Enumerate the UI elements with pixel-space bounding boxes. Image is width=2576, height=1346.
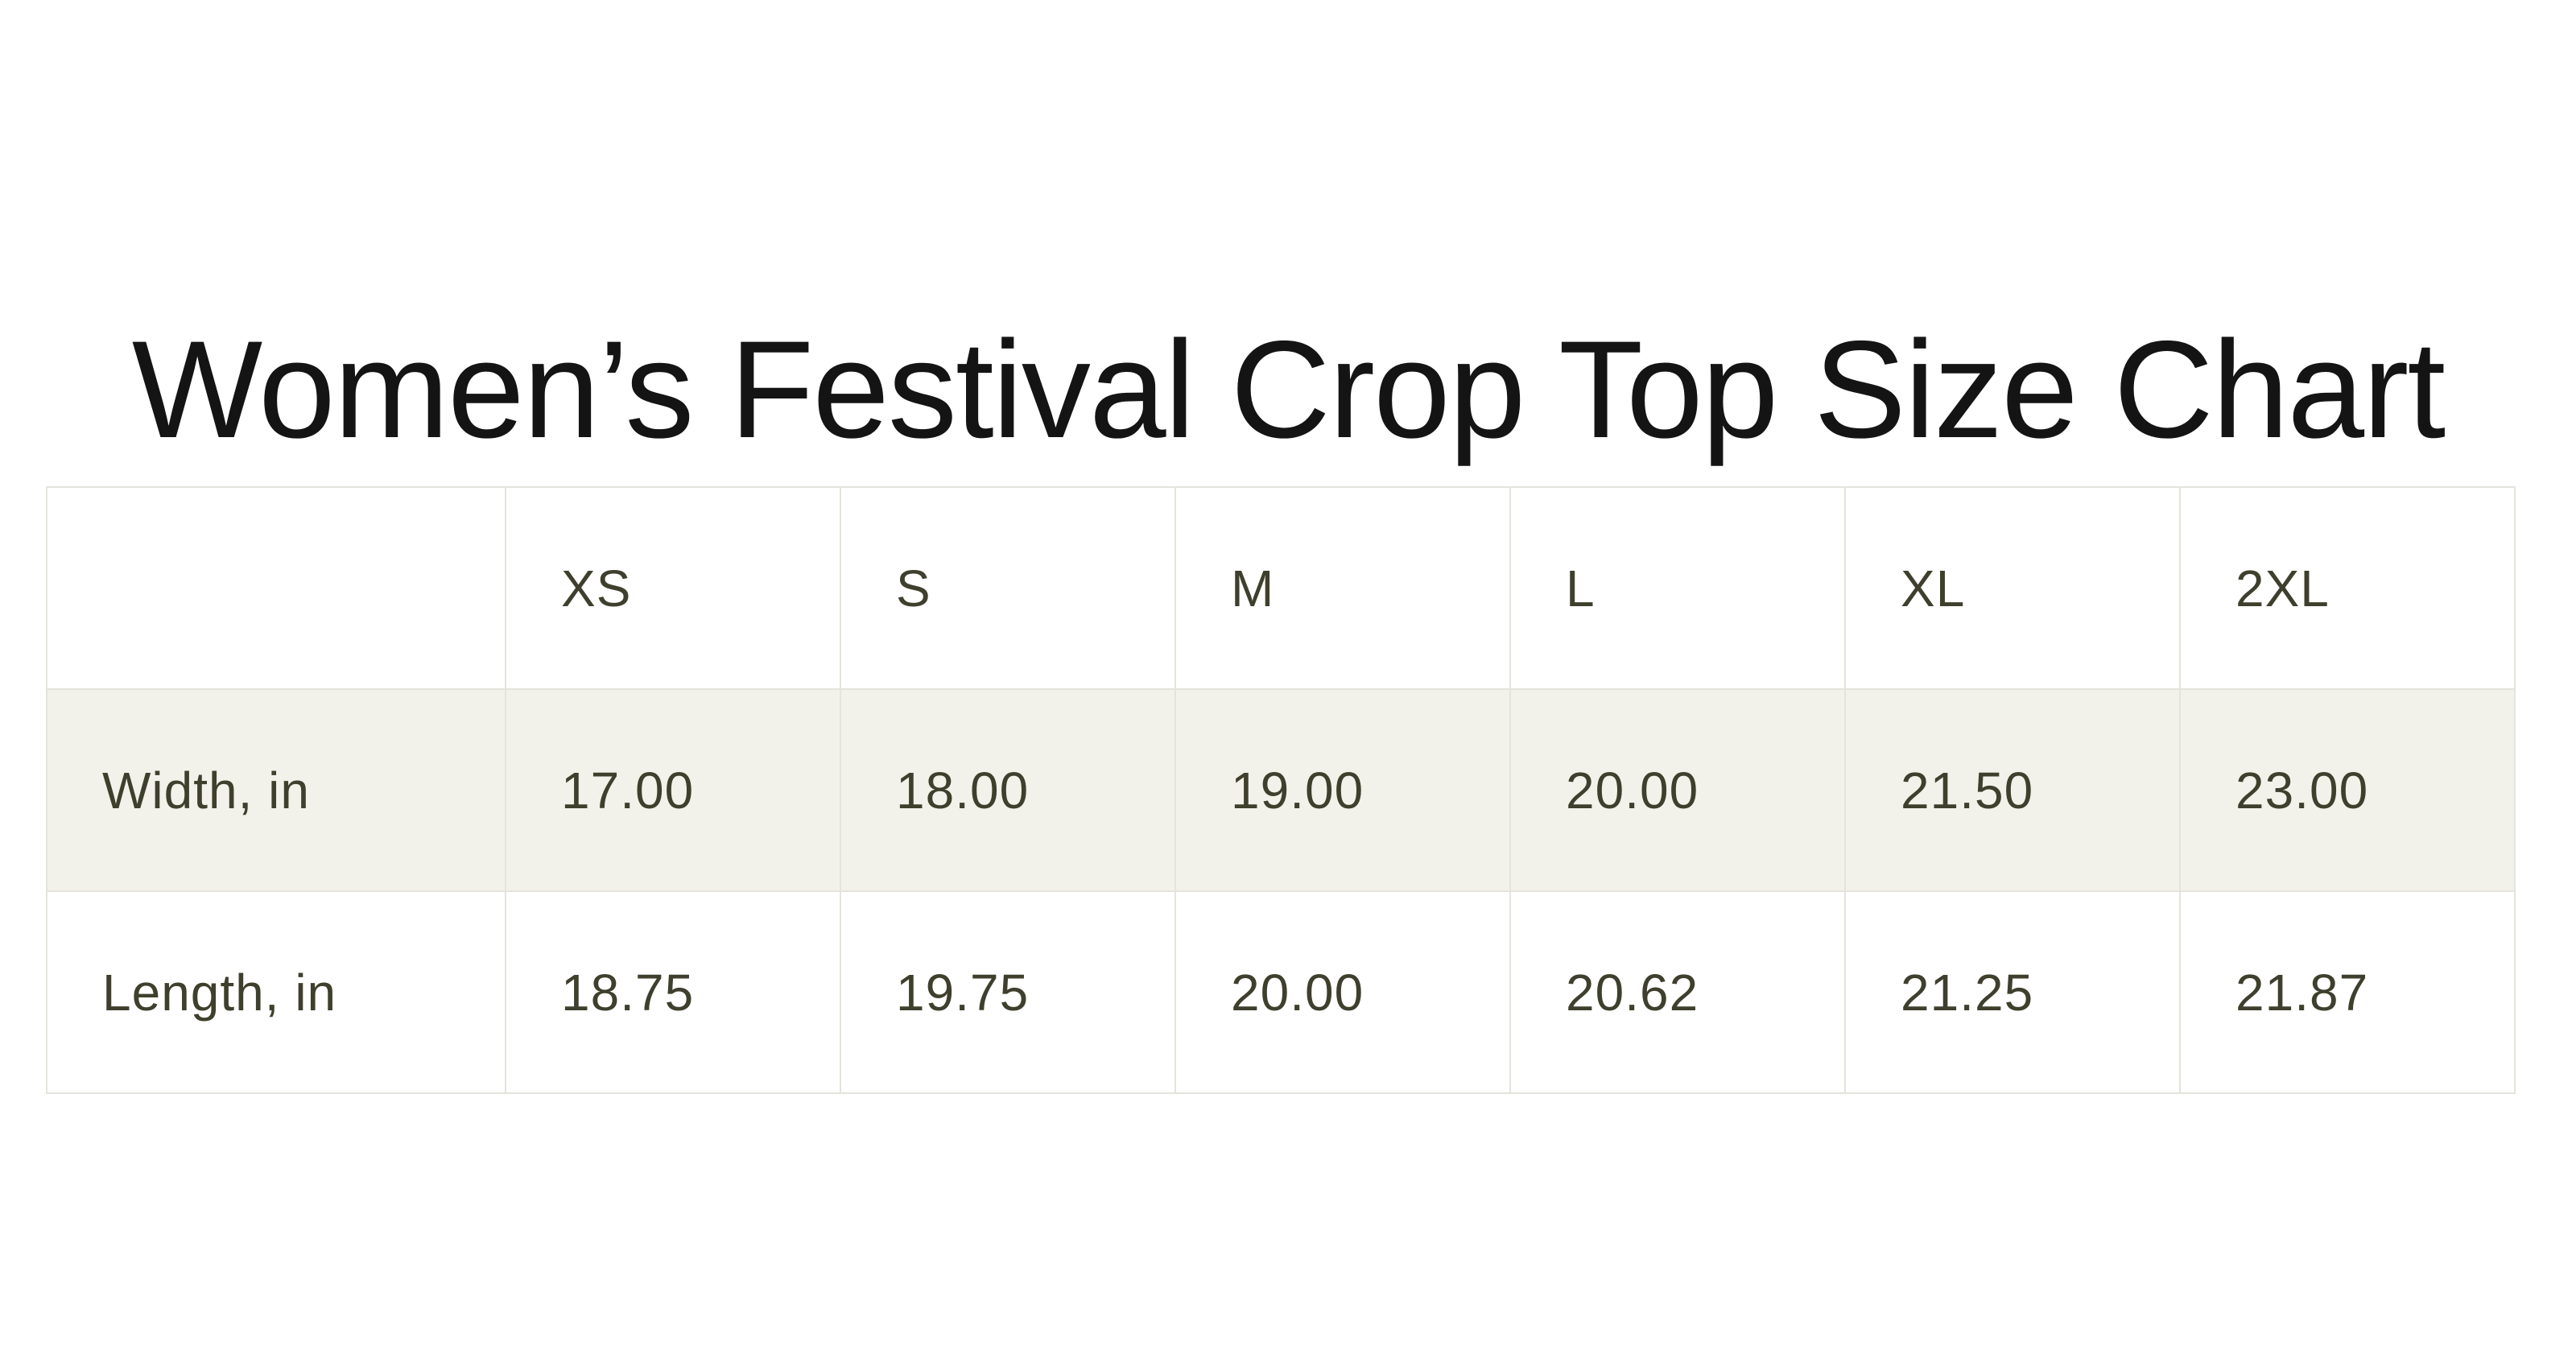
length-cell-m: 20.00 (1174, 890, 1511, 1094)
size-chart-table: XS S M L XL 2XL Width, in 17.00 18.00 19… (46, 486, 2516, 1094)
header-cell-l: L (1509, 486, 1846, 690)
length-cell-xs: 18.75 (505, 890, 841, 1094)
header-cell-xl: XL (1844, 486, 2181, 690)
page-title: Women’s Festival Crop Top Size Chart (131, 312, 2446, 468)
table-row-width: Width, in 17.00 18.00 19.00 20.00 21.50 … (46, 688, 2516, 892)
width-cell-m: 19.00 (1174, 688, 1511, 892)
length-cell-xl: 21.25 (1844, 890, 2181, 1094)
length-cell-s: 19.75 (840, 890, 1176, 1094)
row-label-length: Length, in (46, 890, 506, 1094)
width-cell-2xl: 23.00 (2179, 688, 2516, 892)
header-cell-xs: XS (505, 486, 841, 690)
header-cell-blank (46, 486, 506, 690)
header-cell-m: M (1174, 486, 1511, 690)
width-cell-s: 18.00 (840, 688, 1176, 892)
header-cell-2xl: 2XL (2179, 486, 2516, 690)
header-cell-s: S (840, 486, 1176, 690)
length-cell-l: 20.62 (1509, 890, 1846, 1094)
width-cell-xs: 17.00 (505, 688, 841, 892)
table-header-row: XS S M L XL 2XL (46, 486, 2516, 690)
width-cell-xl: 21.50 (1844, 688, 2181, 892)
table-row-length: Length, in 18.75 19.75 20.00 20.62 21.25… (46, 890, 2516, 1094)
row-label-width: Width, in (46, 688, 506, 892)
length-cell-2xl: 21.87 (2179, 890, 2516, 1094)
width-cell-l: 20.00 (1509, 688, 1846, 892)
